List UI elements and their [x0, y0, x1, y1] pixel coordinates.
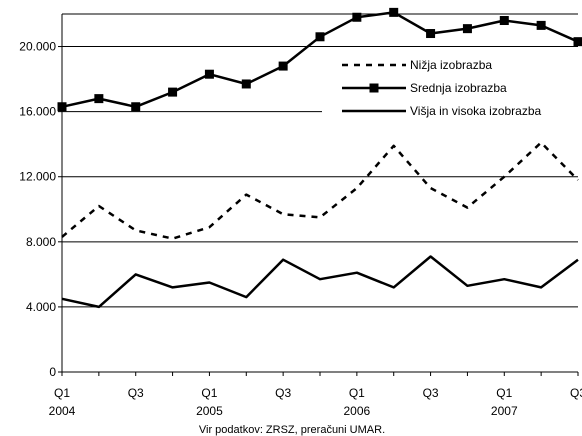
legend-label: Višja in visoka izobrazba	[410, 104, 542, 118]
y-axis-ticks: 0 4.000 8.000 12.000 16.000 20.000	[19, 40, 62, 379]
series-line	[61, 255, 579, 309]
series-marker	[94, 94, 104, 104]
series-marker	[57, 102, 67, 112]
series-marker	[352, 12, 362, 22]
y-tick-label: 0	[49, 365, 56, 379]
series-marker	[241, 79, 251, 89]
series-marker	[426, 29, 436, 39]
series-marker	[389, 7, 399, 17]
x-tick-label: Q1	[201, 386, 217, 400]
series-marker	[536, 20, 546, 30]
x-axis-ticks: Q1 Q3 Q1 Q3 Q1 Q3 Q1 Q3 2004 2005 2006 2007	[49, 372, 582, 418]
x-tick-label: Q3	[128, 386, 144, 400]
x-year-label: 2005	[196, 404, 223, 418]
x-tick-label: Q1	[54, 386, 70, 400]
x-tick-label: Q3	[275, 386, 291, 400]
y-tick-label: 12.000	[19, 170, 56, 184]
x-tick-label: Q3	[423, 386, 439, 400]
x-year-label: 2007	[491, 404, 518, 418]
x-tick-label: Q3	[570, 386, 582, 400]
series-marker	[573, 37, 582, 47]
legend-label: Srednja izobrazba	[410, 81, 507, 95]
x-tick-label: Q1	[496, 386, 512, 400]
y-tick-label: 16.000	[19, 105, 56, 119]
y-tick-label: 20.000	[19, 40, 56, 54]
legend-marker	[369, 83, 379, 93]
series-marker	[499, 16, 509, 26]
axes	[61, 13, 578, 373]
series-group	[57, 7, 582, 309]
x-tick-label: Q1	[349, 386, 365, 400]
series-marker	[168, 87, 178, 97]
source-note: Vir podatkov: ZRSZ, preračuni UMAR.	[199, 424, 385, 436]
series-marker	[462, 24, 472, 34]
x-year-label: 2004	[49, 404, 76, 418]
x-year-label: 2006	[344, 404, 371, 418]
y-tick-label: 8.000	[26, 235, 56, 249]
gridlines	[62, 46, 578, 308]
series-marker	[131, 102, 141, 112]
legend-label: Nižja izobrazba	[410, 58, 492, 72]
series-marker	[204, 69, 214, 79]
series-marker	[278, 61, 288, 71]
series-marker	[315, 32, 325, 42]
legend: Nižja izobrazba Srednja izobrazba Višja in…	[342, 58, 542, 118]
series-line	[61, 141, 579, 240]
y-tick-label: 4.000	[26, 300, 56, 314]
